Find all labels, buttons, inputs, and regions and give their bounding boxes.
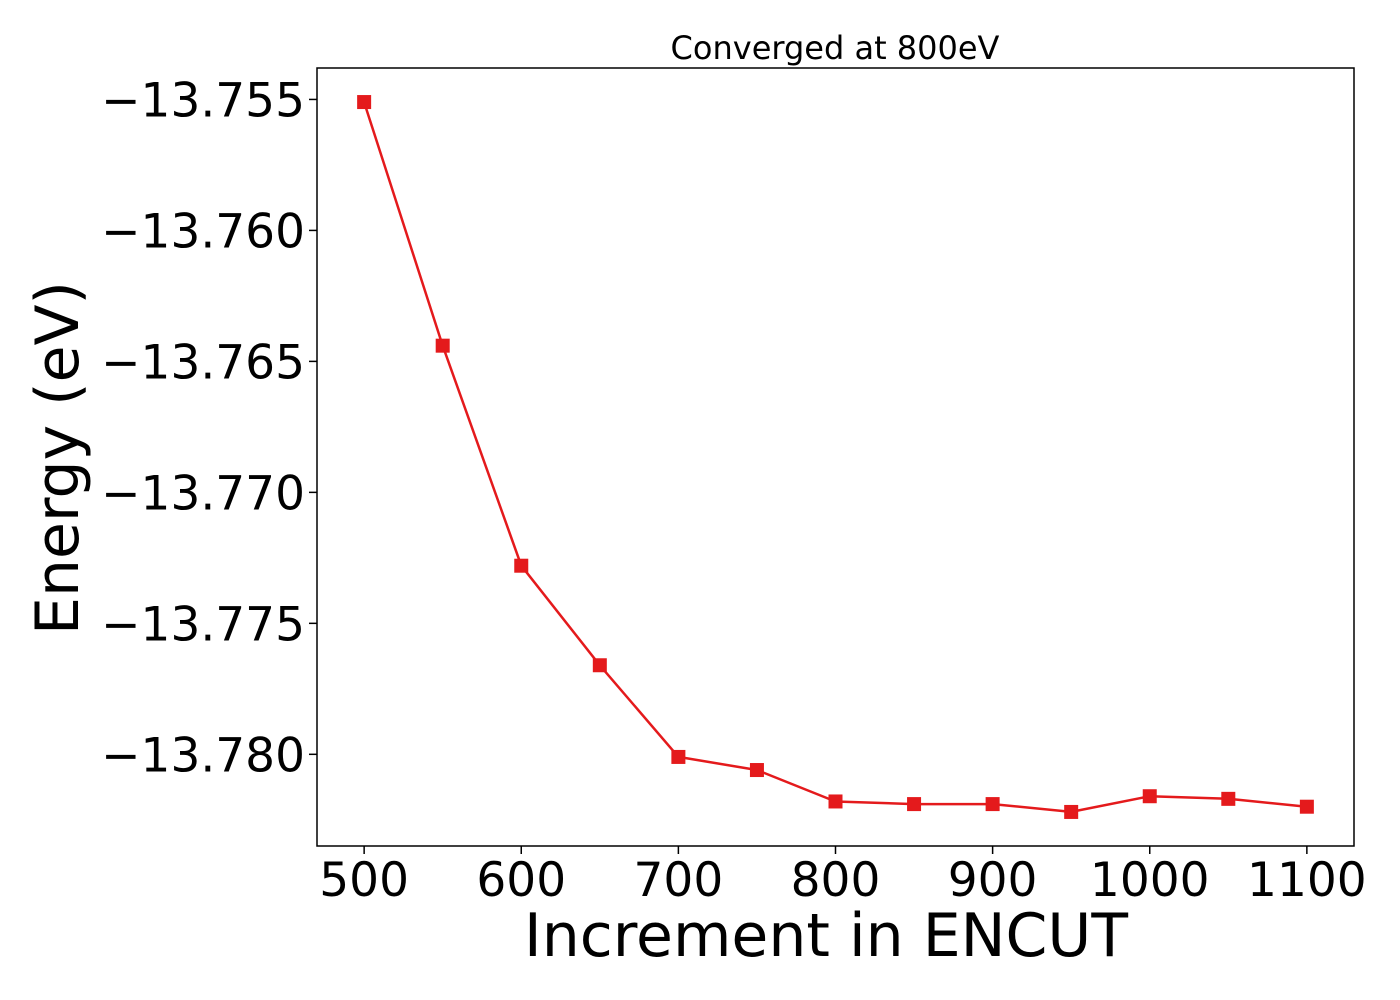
x-tick-label: 900 [948,853,1038,908]
plot-area-frame [316,67,1355,847]
x-tick-label: 1100 [1247,853,1367,908]
y-tick-label: −13.755 [101,73,305,128]
y-tick-label: −13.775 [101,597,305,652]
x-tick-label: 600 [476,853,566,908]
data-point-marker [985,797,1000,812]
y-tick-label: −13.770 [101,466,305,521]
data-point-marker [592,658,607,673]
data-point-marker [671,749,686,764]
chart-title: Converged at 800eV [671,29,1000,67]
y-axis-label: Energy (eV) [23,281,93,635]
series-layer [357,95,1314,819]
data-point-marker [514,558,529,573]
x-axis: 500 600 700 800 900 1000 1100 [319,846,1367,908]
y-tick-label: −13.780 [101,728,305,783]
x-tick-label: 800 [791,853,881,908]
data-point-marker [1299,799,1314,814]
data-point-marker [357,95,372,110]
data-point-marker [1221,791,1236,806]
y-tick-label: −13.760 [101,204,305,259]
series-line [362,101,1308,814]
data-point-marker [1142,789,1157,804]
x-tick-label: 700 [634,853,724,908]
y-tick-label: −13.765 [101,335,305,390]
x-axis-label: Increment in ENCUT [524,901,1128,971]
data-point-marker [828,794,843,809]
x-tick-label: 1000 [1090,853,1210,908]
data-point-marker [435,338,450,353]
x-tick-label: 500 [319,853,409,908]
data-point-marker [907,797,922,812]
data-point-marker [1064,804,1079,819]
data-point-marker [749,763,764,778]
y-axis: −13.755 −13.760 −13.765 −13.770 −13.775 −13.7… [101,73,317,783]
